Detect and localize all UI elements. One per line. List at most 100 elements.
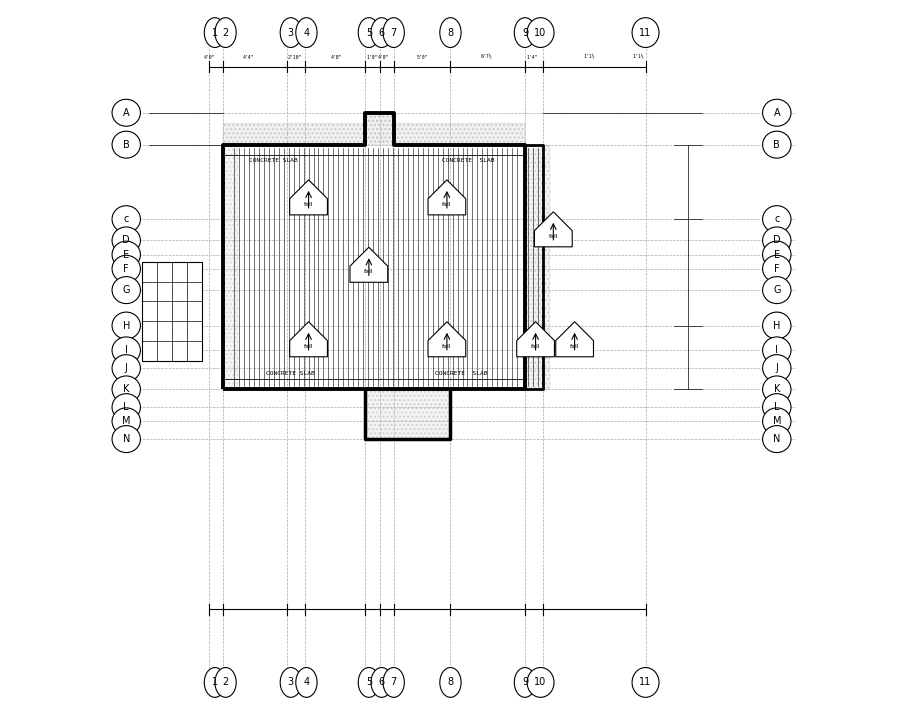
Text: fall: fall [531,343,540,348]
Text: D: D [123,235,130,245]
Text: A: A [123,108,130,118]
Ellipse shape [763,394,791,420]
Ellipse shape [112,206,141,232]
Text: 4'8": 4'8" [378,54,389,59]
Text: 1'9": 1'9" [367,54,378,59]
Ellipse shape [632,18,659,47]
Text: G: G [773,285,781,295]
Ellipse shape [112,277,141,304]
Polygon shape [556,322,594,357]
Text: 5: 5 [366,677,372,687]
Text: 10: 10 [535,28,547,38]
Text: I: I [124,345,128,355]
Bar [223,124,365,144]
Text: B: B [123,139,130,149]
Polygon shape [428,322,466,357]
Polygon shape [517,322,555,357]
Ellipse shape [112,394,141,420]
Text: fall: fall [570,343,579,348]
Text: L: L [123,402,129,412]
Ellipse shape [296,668,317,697]
Ellipse shape [763,408,791,435]
Text: 9: 9 [522,677,528,687]
Polygon shape [535,212,572,247]
Polygon shape [290,322,328,357]
Bar [365,390,450,439]
Ellipse shape [632,668,659,697]
Text: H: H [123,320,130,330]
Ellipse shape [359,18,380,47]
Ellipse shape [763,425,791,453]
Text: 4'4": 4'4" [242,54,254,59]
Text: 9: 9 [522,28,528,38]
Ellipse shape [763,337,791,364]
Text: K: K [774,385,780,395]
Text: 11: 11 [639,677,652,687]
Text: 4'0": 4'0" [203,54,215,59]
Bar [394,124,525,144]
Text: L: L [774,402,780,412]
Ellipse shape [527,668,554,697]
Text: fall: fall [304,343,313,348]
Text: 1: 1 [212,677,218,687]
Text: 3: 3 [288,677,294,687]
Text: M: M [122,416,131,426]
Ellipse shape [763,131,791,158]
Ellipse shape [763,227,791,254]
Text: 7: 7 [390,28,397,38]
Text: 11: 11 [639,28,652,38]
Text: M: M [773,416,781,426]
Ellipse shape [763,355,791,382]
Ellipse shape [112,227,141,254]
Ellipse shape [763,376,791,403]
Text: 6'7½: 6'7½ [480,54,491,59]
Ellipse shape [763,241,791,268]
Text: CONCRETE SLAB: CONCRETE SLAB [266,371,315,376]
Ellipse shape [383,18,404,47]
Ellipse shape [281,668,301,697]
Ellipse shape [215,18,236,47]
Text: D: D [773,235,781,245]
Text: 2: 2 [222,677,229,687]
Text: 6: 6 [379,677,385,687]
Text: 10: 10 [535,677,547,687]
Text: 2: 2 [222,28,229,38]
Text: fall: fall [364,269,373,274]
Text: 4: 4 [303,28,310,38]
Text: CONCRETE  SLAB: CONCRETE SLAB [435,371,488,376]
Text: J: J [124,363,128,373]
Polygon shape [428,180,466,215]
Text: c: c [775,214,779,225]
Text: fall: fall [442,202,451,207]
Text: 5'0": 5'0" [417,54,428,59]
Text: CONCRETE SLAB: CONCRETE SLAB [249,158,298,163]
Ellipse shape [112,131,141,158]
Text: F: F [774,264,780,274]
Ellipse shape [763,99,791,127]
Bar [525,144,549,390]
Ellipse shape [215,668,236,697]
Ellipse shape [204,668,225,697]
Ellipse shape [112,355,141,382]
Text: J: J [775,363,778,373]
Ellipse shape [763,312,791,339]
Text: 1'1⅛: 1'1⅛ [633,54,644,59]
Ellipse shape [112,99,141,127]
Text: 4'8": 4'8" [331,54,342,59]
Polygon shape [290,180,328,215]
Ellipse shape [763,206,791,232]
Ellipse shape [371,18,392,47]
Text: 5: 5 [366,28,372,38]
Ellipse shape [514,18,536,47]
Text: 7: 7 [390,677,397,687]
Ellipse shape [371,668,392,697]
Bar [142,262,202,361]
Ellipse shape [383,668,404,697]
Text: N: N [773,434,781,444]
Ellipse shape [439,668,461,697]
Text: 8: 8 [448,28,453,38]
Text: 4: 4 [303,677,310,687]
Text: fall: fall [442,343,451,348]
Text: 1'4": 1'4" [527,54,538,59]
Text: A: A [774,108,780,118]
